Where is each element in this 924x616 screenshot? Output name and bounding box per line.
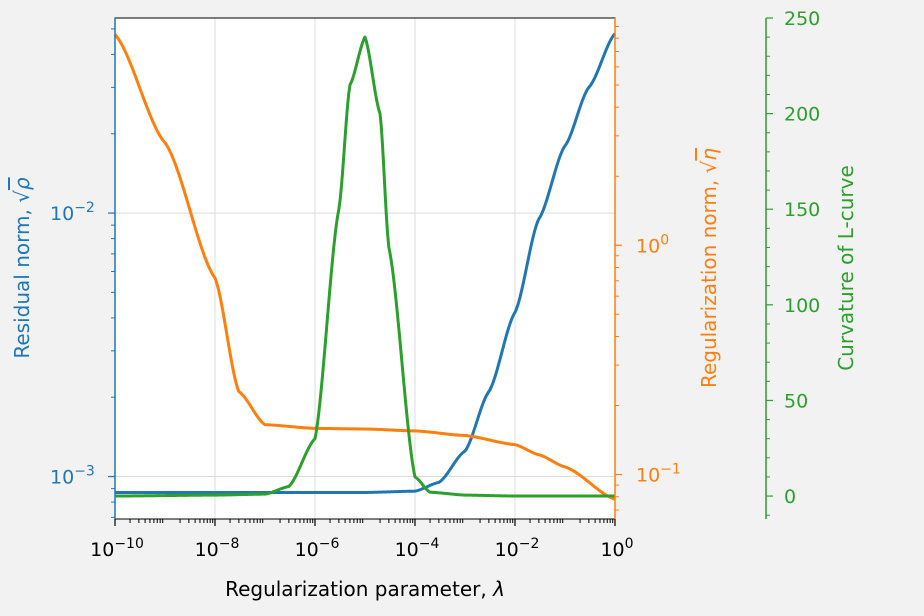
x-tick-label: 10−8	[195, 536, 240, 561]
series-line-curvature	[114, 35, 616, 498]
curvature-tick-label: 150	[784, 199, 820, 221]
curvature-tick-label: 200	[784, 104, 820, 126]
x-tick-label: 10−6	[295, 536, 340, 561]
regularization-axis-label: Regularization norm, √η	[697, 148, 721, 388]
regularization-tick-label: 10−1	[636, 462, 681, 487]
plot-background	[115, 18, 615, 519]
residual-axis-label: Residual norm, √ρ	[10, 177, 34, 359]
curvature-axis-label: Curvature of L-curve	[834, 165, 858, 371]
series-line-regularization	[113, 33, 616, 501]
regularization-tick-label: 100	[636, 232, 669, 257]
x-tick-label: 100	[600, 536, 633, 561]
series-line-residual	[114, 32, 617, 494]
series-group	[113, 32, 617, 501]
curvature-tick-label: 250	[784, 8, 820, 30]
residual-tick-label: 10−3	[50, 464, 95, 489]
x-tick-label: 10−10	[90, 536, 144, 561]
curvature-tick-label: 100	[784, 295, 820, 317]
x-tick-label: 10−2	[495, 536, 540, 561]
x-axis-label: Regularization parameter, λ	[225, 577, 505, 601]
residual-tick-label: 10−2	[50, 200, 95, 225]
curvature-tick-label: 50	[784, 390, 808, 412]
curvature-tick-label: 0	[784, 486, 796, 508]
x-tick-label: 10−4	[395, 536, 440, 561]
